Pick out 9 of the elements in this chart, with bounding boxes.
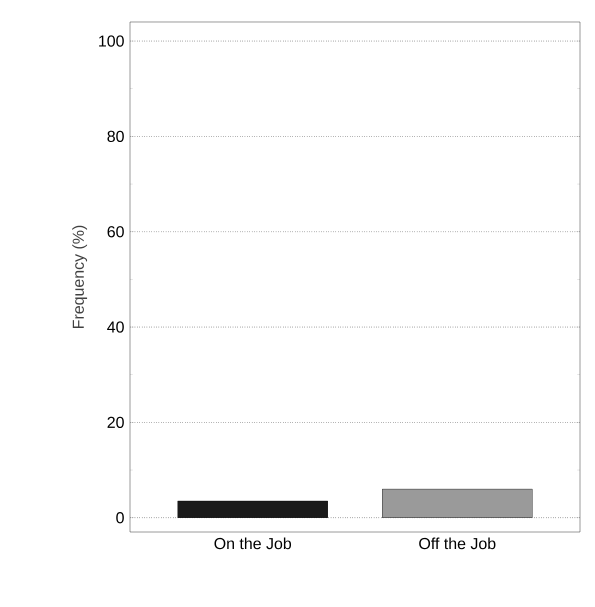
x-tick-label: On the Job — [214, 538, 292, 550]
y-axis-title: Frequency (%) — [72, 226, 88, 328]
y-tick-label: 80 — [107, 130, 124, 142]
y-tick-label: 60 — [108, 226, 124, 238]
y-tick-label: 100 — [99, 35, 124, 47]
y-tick-label: 0 — [116, 512, 124, 524]
x-tick-label: Off the Job — [419, 538, 496, 550]
y-tick-label: 40 — [107, 321, 124, 333]
y-tick-label: 20 — [108, 416, 124, 428]
